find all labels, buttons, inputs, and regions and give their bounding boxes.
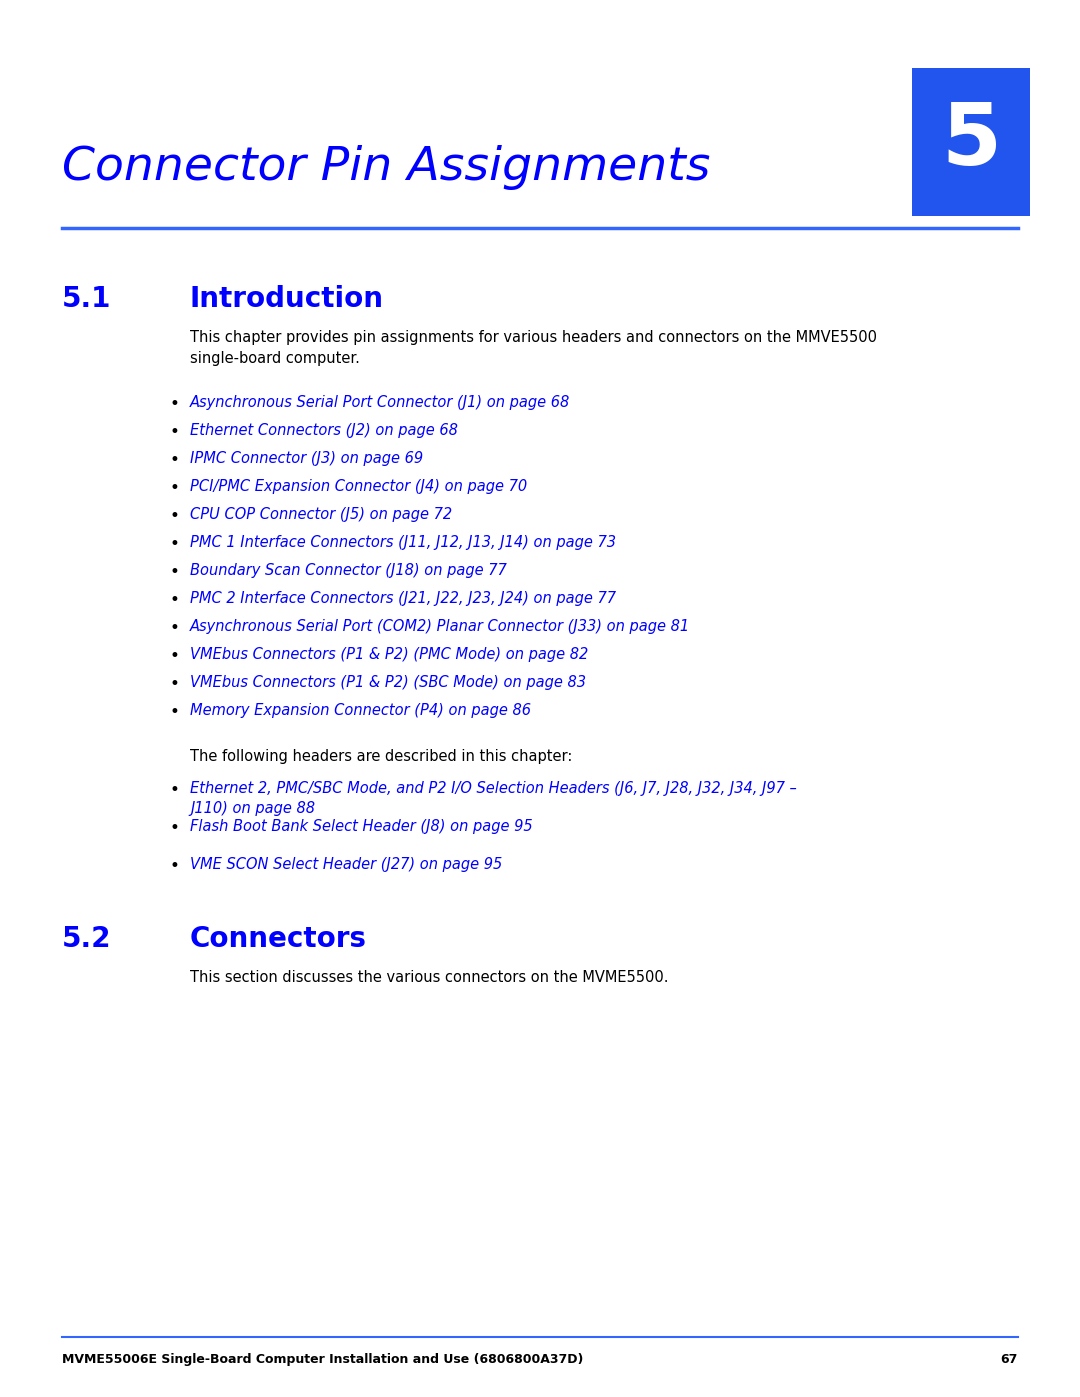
Text: IPMC Connector (J3) on page 69: IPMC Connector (J3) on page 69 xyxy=(190,451,423,467)
Text: This section discusses the various connectors on the MVME5500.: This section discusses the various conne… xyxy=(190,970,669,985)
Text: •: • xyxy=(170,647,179,665)
Text: Boundary Scan Connector (J18) on page 77: Boundary Scan Connector (J18) on page 77 xyxy=(190,563,507,578)
Text: •: • xyxy=(170,819,179,837)
Text: 5.2: 5.2 xyxy=(62,925,111,953)
Text: Memory Expansion Connector (P4) on page 86: Memory Expansion Connector (P4) on page … xyxy=(190,703,531,718)
Text: The following headers are described in this chapter:: The following headers are described in t… xyxy=(190,749,572,764)
Text: •: • xyxy=(170,563,179,581)
Text: •: • xyxy=(170,479,179,497)
Text: 5: 5 xyxy=(941,101,1001,183)
Text: •: • xyxy=(170,423,179,441)
Text: •: • xyxy=(170,619,179,637)
Text: Asynchronous Serial Port Connector (J1) on page 68: Asynchronous Serial Port Connector (J1) … xyxy=(190,395,570,409)
Text: •: • xyxy=(170,507,179,525)
FancyBboxPatch shape xyxy=(912,68,1030,217)
Text: •: • xyxy=(170,675,179,693)
Text: Connectors: Connectors xyxy=(190,925,367,953)
Text: CPU COP Connector (J5) on page 72: CPU COP Connector (J5) on page 72 xyxy=(190,507,453,522)
Text: •: • xyxy=(170,703,179,721)
Text: VME SCON Select Header (J27) on page 95: VME SCON Select Header (J27) on page 95 xyxy=(190,856,502,872)
Text: Asynchronous Serial Port (COM2) Planar Connector (J33) on page 81: Asynchronous Serial Port (COM2) Planar C… xyxy=(190,619,690,634)
Text: Flash Boot Bank Select Header (J8) on page 95: Flash Boot Bank Select Header (J8) on pa… xyxy=(190,819,532,834)
Text: •: • xyxy=(170,451,179,469)
Text: PMC 2 Interface Connectors (J21, J22, J23, J24) on page 77: PMC 2 Interface Connectors (J21, J22, J2… xyxy=(190,591,616,606)
Text: Ethernet 2, PMC/SBC Mode, and P2 I/O Selection Headers (J6, J7, J28, J32, J34, J: Ethernet 2, PMC/SBC Mode, and P2 I/O Sel… xyxy=(190,781,797,816)
Text: This chapter provides pin assignments for various headers and connectors on the : This chapter provides pin assignments fo… xyxy=(190,330,877,366)
Text: •: • xyxy=(170,591,179,609)
Text: Connector Pin Assignments: Connector Pin Assignments xyxy=(62,145,711,190)
Text: MVME55006E Single-Board Computer Installation and Use (6806800A37D): MVME55006E Single-Board Computer Install… xyxy=(62,1354,583,1366)
Text: VMEbus Connectors (P1 & P2) (PMC Mode) on page 82: VMEbus Connectors (P1 & P2) (PMC Mode) o… xyxy=(190,647,589,662)
Text: 5.1: 5.1 xyxy=(62,285,111,313)
Text: 67: 67 xyxy=(1001,1354,1018,1366)
Text: VMEbus Connectors (P1 & P2) (SBC Mode) on page 83: VMEbus Connectors (P1 & P2) (SBC Mode) o… xyxy=(190,675,586,690)
Text: Introduction: Introduction xyxy=(190,285,384,313)
Text: •: • xyxy=(170,781,179,799)
Text: PMC 1 Interface Connectors (J11, J12, J13, J14) on page 73: PMC 1 Interface Connectors (J11, J12, J1… xyxy=(190,535,616,550)
Text: •: • xyxy=(170,856,179,875)
Text: •: • xyxy=(170,535,179,553)
Text: PCI/PMC Expansion Connector (J4) on page 70: PCI/PMC Expansion Connector (J4) on page… xyxy=(190,479,527,495)
Text: •: • xyxy=(170,395,179,414)
Text: Ethernet Connectors (J2) on page 68: Ethernet Connectors (J2) on page 68 xyxy=(190,423,458,439)
